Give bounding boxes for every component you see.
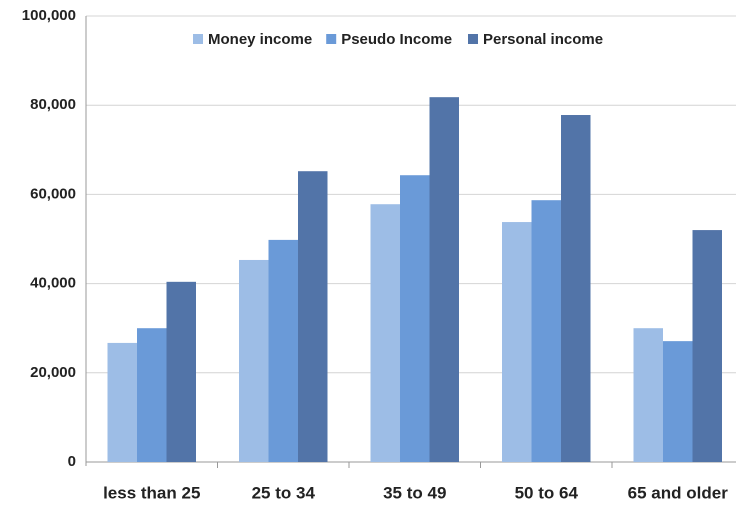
bar [531,200,561,462]
bar [429,97,459,462]
bar [137,328,167,462]
bar [268,239,298,462]
x-tick-label: less than 25 [103,483,200,502]
y-tick-label: 40,000 [30,275,76,292]
bar [692,230,722,462]
y-tick-label: 0 [68,453,76,470]
bar [633,328,663,462]
legend-swatch [193,34,203,44]
legend-swatch [326,34,337,44]
x-tick-label: 50 to 64 [515,483,579,502]
bar [239,259,269,462]
x-tick-label: 35 to 49 [383,483,446,502]
bar [166,281,196,462]
y-tick-label: 100,000 [22,7,76,24]
bar [400,175,430,463]
legend-swatch [468,34,478,44]
bar [663,341,693,462]
y-tick-label: 60,000 [30,185,76,202]
bar [107,342,137,462]
bar [370,204,400,462]
bar [561,115,591,463]
bar [298,171,328,462]
x-tick-label: 65 and older [628,483,729,502]
x-tick-label: 25 to 34 [252,483,316,502]
y-tick-label: 20,000 [30,364,76,381]
legend-label: Pseudo Income [341,31,452,48]
bar [502,222,532,462]
y-tick-label: 80,000 [30,96,76,113]
legend-label: Personal income [483,31,603,48]
legend-label: Money income [208,31,312,48]
